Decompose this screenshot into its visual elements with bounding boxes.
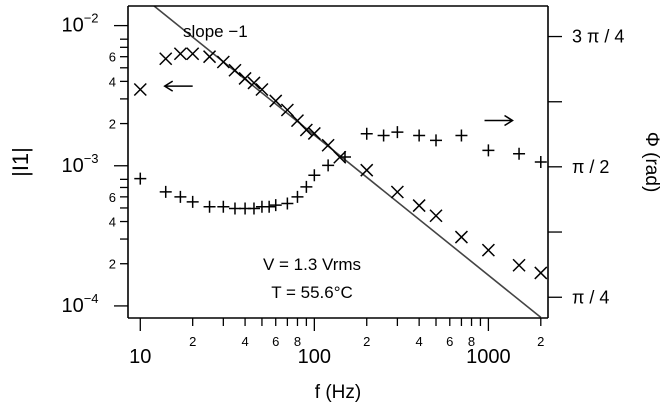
data-point-x [534,266,548,280]
data-point-plus [534,156,547,168]
y-left-minor-tick-label: 6 [109,50,116,65]
data-point-x [133,82,147,97]
data-point-plus [203,200,216,213]
y-left-tick-exponent: −4 [84,291,99,306]
data-point-plus [391,126,404,139]
y-left-tick-base: 10 [61,295,83,317]
y-left-minor-tick-label: 4 [109,215,116,230]
y-right-tick-label: π / 4 [572,287,609,307]
x-axis-title: f (Hz) [315,382,361,403]
temperature-annotation: T = 55.6°C [271,283,353,302]
data-point-plus [174,190,187,203]
data-point-x [269,94,283,108]
y-right-tick-label: π / 2 [572,157,609,177]
data-point-x [429,209,443,223]
y-left-tick-exponent: −2 [84,11,99,26]
data-point-plus [263,200,276,213]
data-point-plus [430,134,443,147]
y-left-tick-exponent: −3 [84,151,99,166]
data-point-plus [217,200,230,213]
data-point-x [321,138,335,152]
data-point-plus [281,197,294,210]
axis-labels-group: f (Hz) |I1| Φ (rad) [8,132,662,403]
x-tick-label: 100 [298,346,331,368]
data-point-x [454,230,468,244]
data-point-x [299,123,313,137]
x-minor-tick-label: 2 [537,334,544,349]
y-left-minor-tick-label: 4 [109,74,116,89]
slope-reference-label: slope −1 [183,22,248,41]
data-point-plus [377,129,390,142]
right-axis-arrow [484,114,514,127]
data-point-x [216,55,230,69]
data-point-plus [513,147,526,160]
y-left-tick-base: 10 [61,15,83,37]
data-point-plus [159,185,172,198]
data-point-plus [482,144,495,157]
data-point-plus [322,159,335,172]
data-point-x [512,258,526,272]
data-point-plus [360,127,373,140]
data-point-x [412,199,426,213]
data-point-x [173,47,187,61]
y-left-minor-tick-label: 2 [109,117,116,132]
voltage-annotation: V = 1.3 Vrms [263,255,361,274]
data-point-x [186,47,200,61]
data-point-plus [308,169,321,182]
y-left-minor-tick-label: 6 [109,190,116,205]
data-point-x [360,163,374,177]
data-point-plus [134,172,147,185]
data-point-x [228,63,242,77]
x-tick-label: 1000 [466,346,511,368]
data-point-plus [300,180,313,193]
x-minor-tick-label: 4 [416,334,423,349]
data-point-plus [338,151,351,164]
data-point-plus [247,202,260,215]
x-minor-tick-label: 6 [446,334,453,349]
y-left-tick-label: 10−4 [61,291,98,317]
data-point-plus [413,129,426,142]
data-point-plus [269,199,282,212]
y-left-tick-label: 10−2 [61,11,98,37]
data-point-x [481,243,495,257]
data-point-plus [228,202,241,215]
y-left-tick-label: 10−3 [61,151,98,177]
data-points-group [133,47,548,280]
data-point-x [280,103,294,117]
data-point-x [307,126,321,140]
x-minor-tick-label: 6 [272,334,279,349]
x-tick-label: 10 [129,346,151,368]
data-point-x [203,50,217,64]
y-right-axis-title: Φ (rad) [641,132,662,193]
y-right-tick-label: 3 π / 4 [572,27,624,47]
x-minor-tick-label: 4 [241,334,248,349]
y-left-axis-title: |I1| [8,147,33,177]
data-point-x [247,76,261,90]
x-minor-tick-label: 8 [294,334,301,349]
y-left-minor-tick-label: 2 [109,257,116,272]
x-minor-tick-label: 2 [363,334,370,349]
data-point-plus [186,195,199,208]
data-point-x [159,52,173,66]
annotations-group: V = 1.3 Vrms T = 55.6°C [163,80,514,302]
x-minor-tick-label: 2 [189,334,196,349]
left-axis-arrow [163,80,193,92]
data-point-plus [291,190,304,203]
data-point-x [255,82,269,97]
x-minor-tick-label: 8 [468,334,475,349]
data-point-x [390,185,404,199]
y-left-tick-base: 10 [61,155,83,177]
data-point-plus [455,129,468,142]
data-point-x [238,71,252,85]
